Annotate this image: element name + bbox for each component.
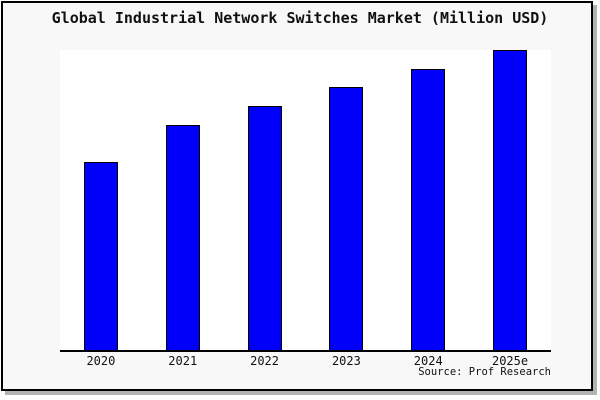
bar-slot bbox=[60, 50, 142, 350]
bar-2020 bbox=[83, 161, 118, 350]
bar-slot bbox=[469, 50, 551, 350]
x-tick-label: 2021 bbox=[168, 354, 198, 368]
bar-slot bbox=[387, 50, 469, 350]
bar-2023 bbox=[329, 86, 364, 350]
x-tick-label: 2022 bbox=[250, 354, 280, 368]
bar-2025e bbox=[493, 50, 528, 350]
x-tick-label: 2020 bbox=[86, 354, 116, 368]
x-tick-label: 2023 bbox=[331, 354, 361, 368]
bar-slot bbox=[224, 50, 306, 350]
bar-2022 bbox=[247, 106, 282, 350]
bar-slot bbox=[305, 50, 387, 350]
x-tick-labels: 2020 2021 2022 2023 2024 2025e bbox=[60, 354, 551, 368]
chart-title: Global Industrial Network Switches Marke… bbox=[51, 9, 549, 27]
x-tick-label: 2025e bbox=[491, 354, 529, 368]
bar-2021 bbox=[165, 125, 200, 350]
source-credit: Source: Prof Research bbox=[418, 366, 551, 378]
bar-2024 bbox=[411, 68, 446, 350]
plot-area bbox=[60, 50, 551, 352]
x-tick-label: 2024 bbox=[413, 354, 443, 368]
bar-slot bbox=[142, 50, 224, 350]
bars-group bbox=[60, 50, 551, 350]
